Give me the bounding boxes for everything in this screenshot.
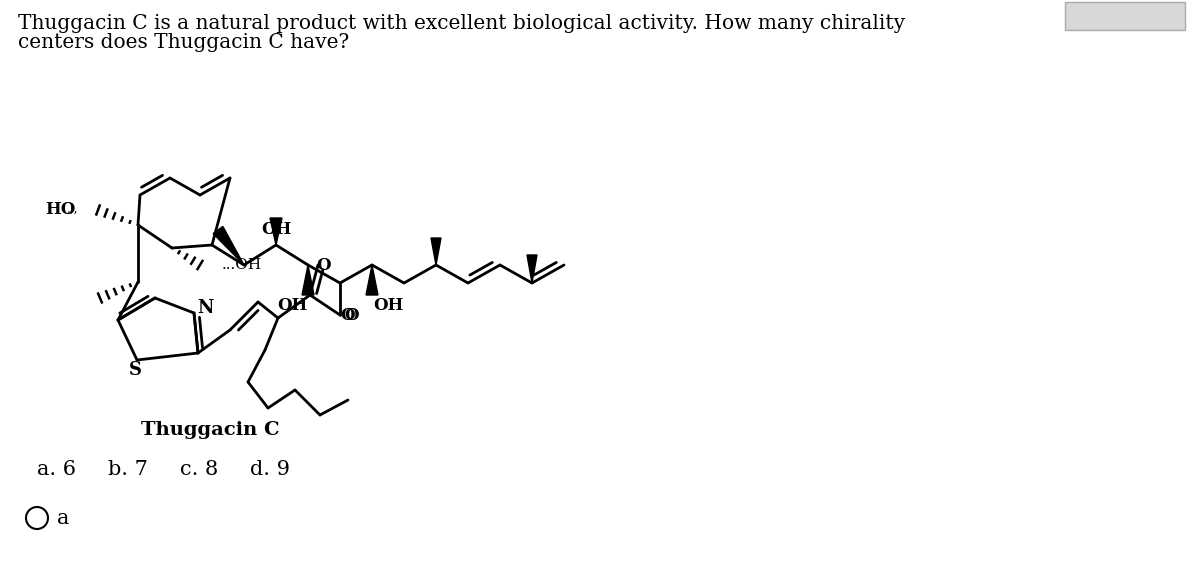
- Text: O: O: [317, 257, 331, 274]
- Text: b. 7: b. 7: [108, 460, 148, 479]
- Text: O: O: [341, 306, 355, 323]
- Text: OH: OH: [277, 297, 307, 314]
- Polygon shape: [302, 265, 314, 295]
- Text: c. 8: c. 8: [180, 460, 218, 479]
- Text: S: S: [128, 361, 142, 379]
- Text: a. 6: a. 6: [37, 460, 76, 479]
- Text: ...OH: ...OH: [222, 258, 262, 272]
- Text: Thuggacin C: Thuggacin C: [140, 421, 280, 439]
- Text: a: a: [58, 509, 70, 527]
- Bar: [1066, 2, 1186, 30]
- Text: centers does Thuggacin C have?: centers does Thuggacin C have?: [18, 33, 349, 52]
- Text: ,,,: ,,,: [66, 202, 78, 214]
- Text: OH: OH: [373, 297, 403, 314]
- Polygon shape: [214, 226, 244, 265]
- Polygon shape: [366, 265, 378, 295]
- Polygon shape: [431, 238, 442, 265]
- Text: O: O: [344, 306, 359, 323]
- Text: Thuggacin C is a natural product with excellent biological activity. How many ch: Thuggacin C is a natural product with ex…: [18, 14, 905, 33]
- Text: OH: OH: [260, 222, 292, 239]
- Text: HO: HO: [46, 202, 76, 219]
- Polygon shape: [527, 255, 538, 283]
- Text: d. 9: d. 9: [250, 460, 290, 479]
- Polygon shape: [270, 218, 282, 245]
- Text: N: N: [198, 299, 215, 317]
